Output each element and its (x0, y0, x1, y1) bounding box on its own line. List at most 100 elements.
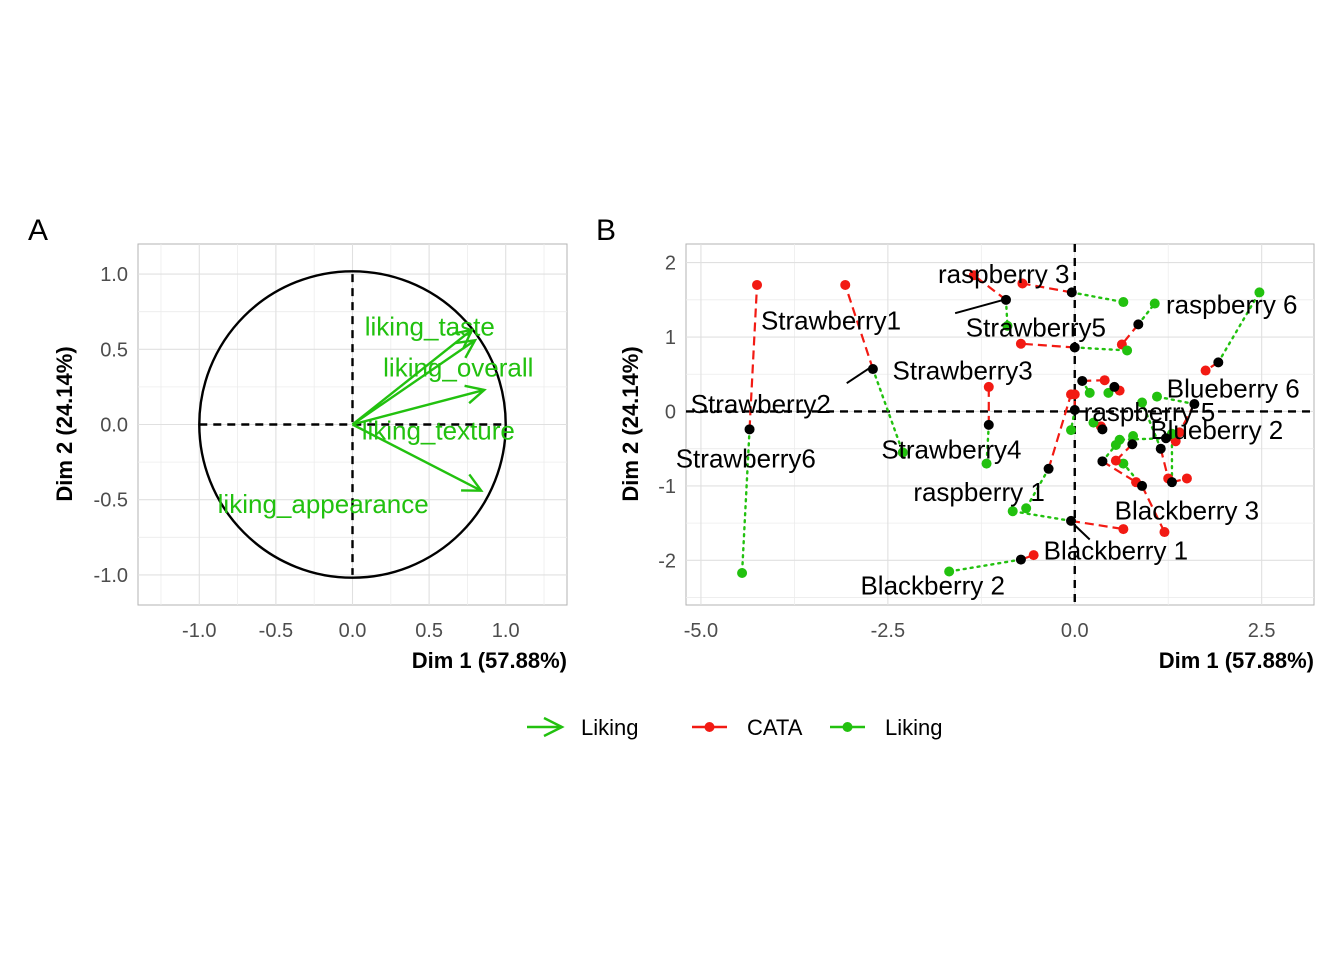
loading-arrow-liking_taste (351, 328, 475, 426)
product-point (1109, 381, 1120, 392)
cata-point (1170, 436, 1181, 447)
liking-line (871, 367, 905, 454)
cata-line (973, 274, 1007, 301)
x-tick-label: 1.0 (492, 620, 520, 642)
cata-point (1028, 550, 1039, 561)
liking-point (1254, 287, 1265, 298)
liking-line (947, 558, 1023, 573)
product-point (1069, 342, 1080, 353)
legend-label: CATA (747, 715, 803, 740)
variable-label: liking_overall (383, 352, 533, 382)
product-label: raspberry 6 (1166, 289, 1298, 319)
liking-line (1122, 462, 1144, 488)
product-point (1127, 439, 1138, 450)
liking-line (985, 423, 990, 465)
legend: Liking CATA Liking (527, 715, 942, 740)
legend-item-cata: CATA (692, 715, 803, 740)
liking-point (1122, 345, 1133, 356)
product-point (1137, 480, 1148, 491)
product-point (1160, 433, 1171, 444)
cata-point (840, 279, 851, 290)
product-label: Strawberry1 (761, 306, 901, 336)
variable-label: liking_appearance (218, 489, 429, 519)
cata-line (1020, 342, 1075, 349)
y-tick-label: 1 (665, 327, 676, 349)
product-point (1066, 287, 1077, 298)
liking-point (1137, 397, 1148, 408)
panel-a-x-axis-title: Dim 1 (57.88%) (412, 648, 567, 673)
label-leader-line (954, 298, 1005, 315)
product-point (1133, 319, 1144, 330)
x-tick-label: 0.0 (339, 620, 367, 642)
x-tick-label: -5.0 (684, 620, 718, 642)
y-tick-label: 2 (665, 253, 676, 275)
cata-line (844, 284, 874, 370)
cata-line (748, 284, 759, 430)
product-point (1069, 404, 1080, 415)
y-tick-label: 1.0 (100, 264, 128, 286)
panel-a-content: liking_taste liking_overall liking_texture… (198, 270, 533, 579)
cata-point (983, 381, 994, 392)
cata-point (1069, 389, 1080, 400)
panel-a: A -1.0 -0.5 0.0 0.5 1.0 -1.0 -0.5 0.0 0.5 1.0 lik… (28, 214, 568, 673)
panel-b-plot-area (685, 243, 1315, 606)
liking-point (944, 566, 955, 577)
liking-point (897, 447, 908, 458)
product-point (1189, 399, 1200, 410)
cata-line (1159, 448, 1170, 479)
liking-line (1024, 467, 1050, 510)
y-tick-label: 0.0 (100, 415, 128, 437)
legend-item-liking-arrow: Liking (527, 715, 638, 740)
cata-line (1141, 485, 1166, 533)
legend-key-point (842, 722, 853, 732)
liking-line (1140, 401, 1162, 450)
cata-line (1022, 282, 1072, 294)
liking-point (1021, 503, 1032, 514)
product-label: raspberry 3 (938, 259, 1070, 289)
liking-point (1149, 298, 1160, 309)
product-point (1097, 424, 1108, 435)
cata-line (1178, 403, 1196, 433)
panel-a-ticks: -1.0 -0.5 0.0 0.5 1.0 -1.0 -0.5 0.0 0.5 1.0 (94, 264, 520, 642)
liking-line (1217, 291, 1261, 364)
cata-point (1015, 338, 1026, 349)
panel-b-content: raspberry 3 raspberry 6 Strawberry1 Strawbe… (676, 244, 1314, 605)
label-leader-line (1071, 522, 1091, 541)
liking-line (1011, 510, 1073, 523)
product-label: Blueberry 2 (1150, 415, 1283, 445)
liking-point (1118, 297, 1129, 308)
legend-item-liking: Liking (830, 715, 942, 740)
cata-point (1099, 375, 1110, 386)
x-tick-label: 0.0 (1061, 620, 1089, 642)
panel-a-y-axis-title: Dim 2 (24.14%) (52, 346, 77, 501)
x-tick-label: -0.5 (259, 620, 293, 642)
y-tick-label: -2 (658, 550, 676, 572)
product-point (1077, 375, 1088, 386)
cata-line (1101, 460, 1137, 484)
product-point (1166, 477, 1177, 488)
product-label: raspberry 5 (1084, 397, 1216, 427)
partial-points (737, 270, 1265, 578)
product-points (744, 287, 1224, 565)
panel-b-y-axis-title: Dim 2 (24.14%) (618, 346, 643, 501)
liking-point (1088, 417, 1099, 428)
liking-line (1073, 346, 1129, 352)
panel-a-tag: A (28, 214, 48, 247)
cata-point (1174, 427, 1185, 438)
x-tick-label: -2.5 (871, 620, 905, 642)
panel-b-ticks: -5.0 -2.5 0.0 2.5 -2 -1 0 1 2 (658, 253, 1275, 642)
liking-point (1084, 387, 1095, 398)
cata-point (1110, 455, 1121, 466)
liking-line (740, 428, 751, 575)
liking-point (1128, 431, 1139, 442)
cata-line (1047, 394, 1073, 470)
liking-point (1007, 506, 1018, 517)
liking-point (1002, 320, 1013, 331)
legend-key-point (704, 722, 715, 732)
legend-label: Liking (581, 715, 638, 740)
label-leader-line (846, 367, 870, 385)
liking-line (1155, 395, 1196, 406)
x-tick-label: -1.0 (182, 620, 216, 642)
